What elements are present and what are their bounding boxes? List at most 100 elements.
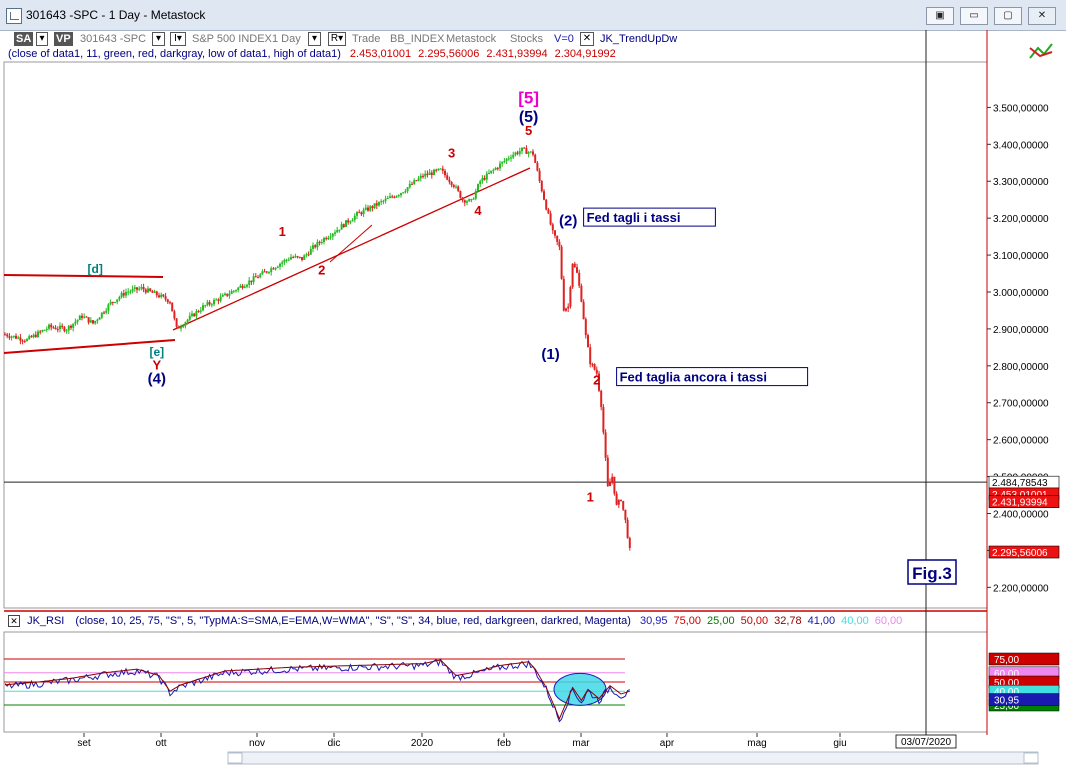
maximize-button[interactable]: ▢ [994,7,1022,25]
date-box-label: 03/07/2020 [901,737,951,748]
candle-body [272,268,275,270]
symbol-dropdown[interactable]: ▾ [152,32,165,46]
candle-body [336,229,339,233]
candle-body [252,276,255,282]
candle-body [419,175,422,179]
candle-body [593,364,596,370]
candle-body [426,173,429,175]
candle-body [617,500,620,505]
sa-button[interactable]: SA [14,32,34,46]
candle-body [477,184,479,191]
minimize-button[interactable]: ▭ [960,7,988,25]
candle-body [219,296,222,301]
candle-body [6,334,9,337]
wave-label: [e] [149,345,164,359]
candle-body [507,158,510,160]
candle-body [417,178,420,181]
y-tick-label: 3.100,00000 [993,251,1049,262]
y-tick-label: 2.700,00000 [993,399,1049,410]
rsi-info-line: ✕ JK_RSI (close, 10, 25, 75, "S", 5, "Ty… [8,615,902,628]
candle-body [296,256,299,258]
candle-body [224,293,226,295]
vp-button[interactable]: VP [54,32,73,46]
candle-body [327,237,330,240]
candle-body [26,339,28,342]
candle-body [89,320,92,323]
x-tick-label: apr [660,738,675,749]
scrollbar-track [227,751,1039,765]
candle-body [23,340,26,342]
price-label-box [988,545,1060,559]
candle-body [195,311,198,317]
candle-body [59,325,61,330]
restore-chart-button[interactable]: ▣ [926,7,954,25]
x-tick-label: dic [328,738,341,749]
candle-body [558,241,561,247]
symbol-field[interactable]: 301643 -SPC [80,33,147,45]
candle-body [461,197,464,201]
candle-body [331,233,334,237]
candle-body [444,170,446,176]
close-button[interactable]: ✕ [1028,7,1056,25]
candle-body [305,254,308,256]
wave-label: [d] [88,262,103,276]
date-box [895,734,957,749]
sa-dropdown[interactable]: ▾ [36,32,48,46]
r-dropdown[interactable]: R▾ [328,32,346,46]
candle-body [56,329,59,331]
candle-body [589,347,592,365]
y-tick-label: 3.300,00000 [993,177,1049,188]
candle-body [591,364,594,366]
candle-body [169,302,171,304]
candle-body [114,302,116,304]
candle-body [193,313,196,317]
candle-body [301,257,303,260]
candle-body [202,305,204,311]
candle-body [15,335,17,339]
candle-body [472,198,475,200]
remove-rsi-button[interactable]: ✕ [8,615,20,628]
candle-body [248,280,251,285]
candle-body [281,262,284,264]
candle-body [602,407,605,433]
interval-label: 1 Day [272,33,301,45]
candle-body [122,293,125,296]
y-tick-label: 3.500,00000 [993,103,1049,114]
rsi-params: (close, 10, 25, 75, "S", 5, "TypMA:S=SMA… [75,615,631,627]
candle-body [549,213,552,225]
source-label: BB_INDEX [390,33,445,45]
candle-body [246,284,248,287]
candle-body [303,255,306,260]
candle-body [433,169,435,176]
rsi-line [4,658,630,723]
interval-dropdown[interactable]: I▾ [170,32,186,46]
candle-body [103,312,105,314]
candle-body [562,278,565,311]
candle-body [116,299,119,303]
interval-select[interactable]: ▾ [308,32,321,46]
candle-body [109,301,112,305]
lower-triangle-line [3,339,176,354]
candle-body [92,320,94,324]
candle-body [127,291,130,293]
rsi-value: 32,78 [774,615,802,627]
candle-body [521,147,523,152]
candle-body [395,195,398,198]
candle-body [503,160,506,162]
candle-body [413,180,416,185]
candle-body [312,245,314,249]
candle-body [182,325,185,328]
candle-body [628,537,631,548]
candle-body [188,315,191,320]
candle-body [67,325,70,331]
price-label: 2.295,56006 [992,548,1048,559]
candle-body [100,312,103,318]
indicator-name: JK_TrendUpDw [600,33,678,45]
wave-label: 4 [474,203,482,218]
candle-body [527,152,530,154]
remove-indicator-button[interactable]: ✕ [580,32,594,46]
candle-body [430,172,433,176]
candle-body [452,185,455,187]
candle-body [455,186,457,188]
